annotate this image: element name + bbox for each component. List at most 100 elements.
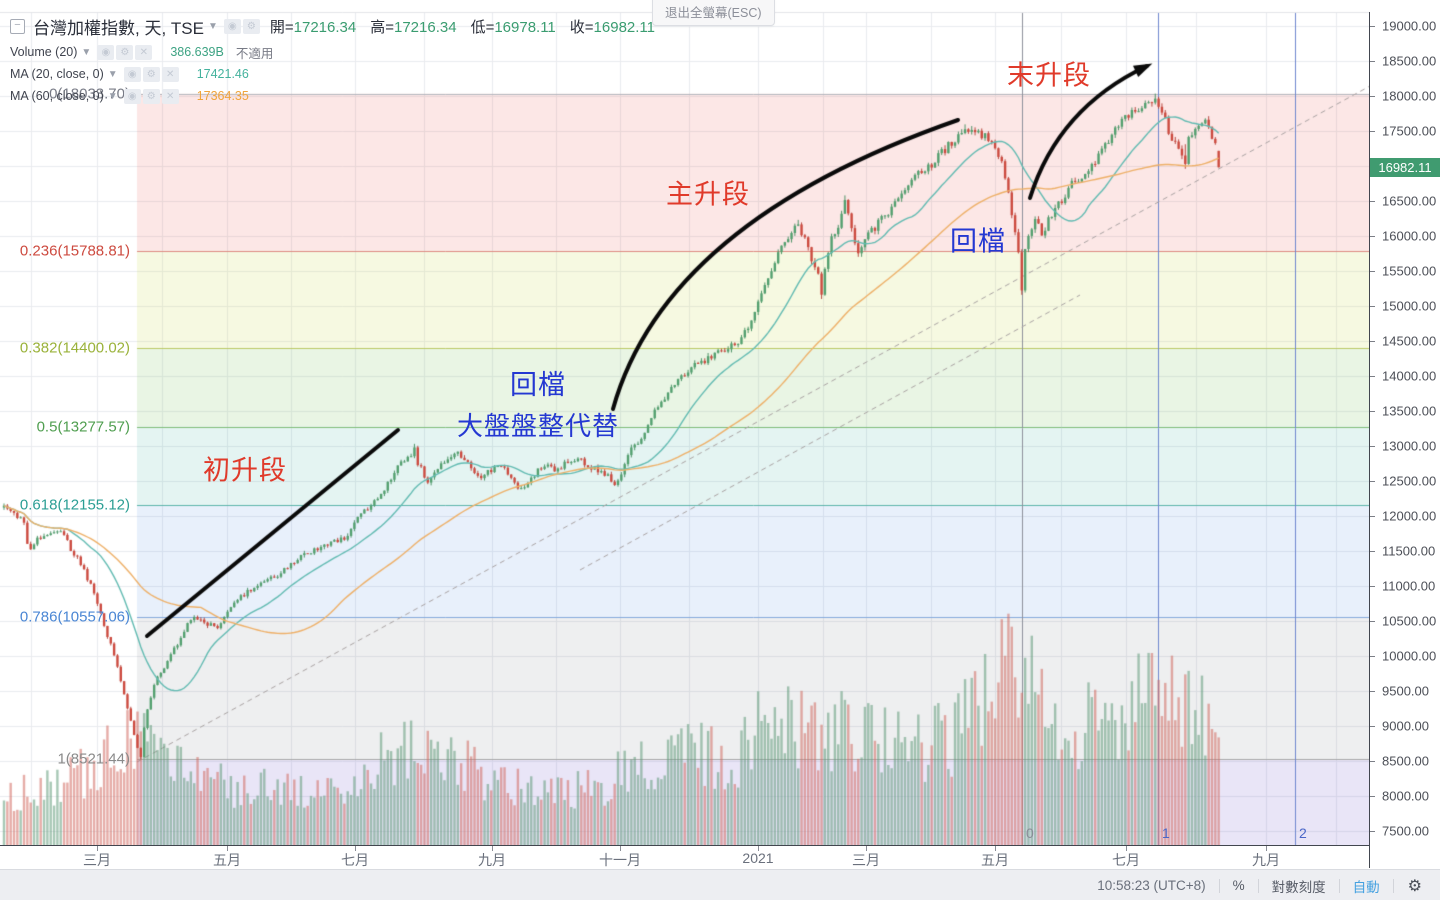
price-tick-mark [1370,341,1375,342]
eye-icon[interactable]: ◉ [97,44,115,60]
price-tick-label: 12500.00 [1382,473,1437,489]
time-tick-label: 三月 [852,852,880,868]
annotation-phase2[interactable]: 主升段 [666,179,750,210]
price-tick-mark [1370,516,1375,517]
time-tick-mark [492,846,493,851]
chevron-down-icon[interactable]: ▼ [207,20,218,32]
indicator-row-ma20: MA (20, close, 0) ▼ ◉ ⚙ ✕ 17421.46 [10,66,669,82]
eye-icon[interactable]: ◉ [123,66,141,82]
low-value: 16978.11 [494,18,556,36]
close-icon[interactable]: ✕ [161,88,179,104]
time-tick-label: 七月 [1112,852,1140,868]
price-tick-mark [1370,271,1375,272]
price-tick-label: 13500.00 [1382,403,1437,419]
price-tick-label: 8500.00 [1382,753,1429,769]
price-tick-mark [1370,481,1375,482]
separator [1218,878,1220,893]
time-tick-label: 2021 [742,850,774,866]
price-tick-mark [1370,726,1375,727]
clock[interactable]: 10:58:23 (UTC+8) [1097,878,1206,893]
high-label: 高= [370,18,394,36]
annotation-phase3[interactable]: 末升段 [1007,60,1091,91]
auto-scale-button[interactable]: 自動 [1352,879,1380,895]
eye-icon[interactable]: ◉ [123,88,141,104]
fib-level-label: 1(8521.44) [57,750,130,768]
price-tick-label: 14500.00 [1382,333,1437,349]
gear-icon[interactable]: ⚙ [142,88,160,104]
price-chart-canvas[interactable] [0,0,1370,845]
chevron-down-icon[interactable]: ▼ [107,68,118,80]
price-tick-mark [1370,551,1375,552]
fib-timezone-label: 0 [1026,825,1034,841]
time-axis[interactable]: 三月 五月 七月 九月 十一月 2021 三月 五月 七月 九月 [0,845,1370,869]
price-tick-mark [1370,306,1375,307]
indicator-title[interactable]: MA (60, close, 0) [10,89,104,103]
indicator-value: 17364.35 [196,89,249,103]
price-tick-label: 18000.00 [1382,88,1437,104]
price-tick-mark [1370,26,1375,27]
chevron-down-icon[interactable]: ▼ [107,90,118,102]
price-tick-mark [1370,61,1375,62]
price-tick-mark [1370,656,1375,657]
high-value: 17216.34 [393,18,457,36]
gear-icon[interactable]: ⚙ [242,18,260,34]
symbol-title[interactable]: 台灣加權指數, 天, TSE [33,18,204,38]
separator [1338,878,1340,893]
time-tick-mark [995,846,996,851]
percent-scale-button[interactable]: % [1232,878,1245,893]
fib-timezone-label: 2 [1299,825,1307,841]
time-tick-mark [355,846,356,851]
time-tick-mark [1126,846,1127,851]
close-value: 16982.11 [593,18,655,36]
time-tick-mark [758,846,759,851]
fib-level-label: 0.786(10557.06) [19,608,130,626]
status-bar: 10:58:23 (UTC+8) % 對數刻度 自動 ⚙ [0,869,1440,900]
close-icon[interactable]: ✕ [135,44,153,60]
ohlc-values: 開=17216.34 高=17216.34 低=16978.11 收=16982… [270,16,669,37]
price-tick-label: 14000.00 [1382,368,1437,384]
fib-timezone-label: 1 [1162,825,1170,841]
gear-icon[interactable]: ⚙ [142,66,160,82]
annotation-pullback-consolidation[interactable]: 回檔 大盤盤整代替 [457,363,619,443]
price-tick-mark [1370,796,1375,797]
time-tick-mark [620,846,621,851]
indicator-title[interactable]: MA (20, close, 0) [10,67,104,81]
time-tick-label: 三月 [83,852,111,868]
log-scale-button[interactable]: 對數刻度 [1271,879,1326,895]
annotation-line2: 大盤盤整代替 [456,411,620,441]
price-tick-label: 12000.00 [1382,508,1437,524]
open-value: 17216.34 [293,18,357,36]
price-tick-mark [1370,201,1375,202]
price-tick-label: 17500.00 [1382,123,1437,139]
gear-icon[interactable]: ⚙ [116,44,134,60]
settings-gear-icon[interactable]: ⚙ [1407,877,1422,895]
collapse-legend-icon[interactable]: − [10,18,25,34]
time-tick-mark [866,846,867,851]
time-tick-label: 七月 [341,852,369,868]
price-tick-mark [1370,761,1375,762]
close-icon[interactable]: ✕ [161,66,179,82]
annotation-phase1[interactable]: 初升段 [203,455,287,486]
price-tick-label: 19000.00 [1382,18,1437,34]
chevron-down-icon[interactable]: ▼ [81,46,92,58]
price-tick-mark [1370,131,1375,132]
indicator-title[interactable]: Volume (20) [10,45,78,59]
time-tick-label: 九月 [478,852,506,868]
price-tick-label: 10500.00 [1382,613,1437,629]
price-tick-mark [1370,621,1375,622]
annotation-pullback2[interactable]: 回檔 [950,226,1006,257]
price-axis[interactable]: 19000.0018500.0018000.0017500.0017000.00… [1370,0,1440,868]
fib-level-label: 0.382(14400.02) [19,339,130,357]
price-tick-label: 7500.00 [1382,823,1429,839]
price-tick-mark [1370,691,1375,692]
price-tick-mark [1370,411,1375,412]
price-tick-label: 15000.00 [1382,298,1437,314]
price-tick-label: 11000.00 [1382,578,1436,594]
last-price-badge: 16982.11 [1370,158,1440,177]
price-tick-mark [1370,831,1375,832]
time-tick-label: 九月 [1252,852,1280,868]
price-tick-label: 9500.00 [1382,683,1429,699]
price-tick-label: 8000.00 [1382,788,1429,804]
eye-icon[interactable]: ◉ [223,18,241,34]
